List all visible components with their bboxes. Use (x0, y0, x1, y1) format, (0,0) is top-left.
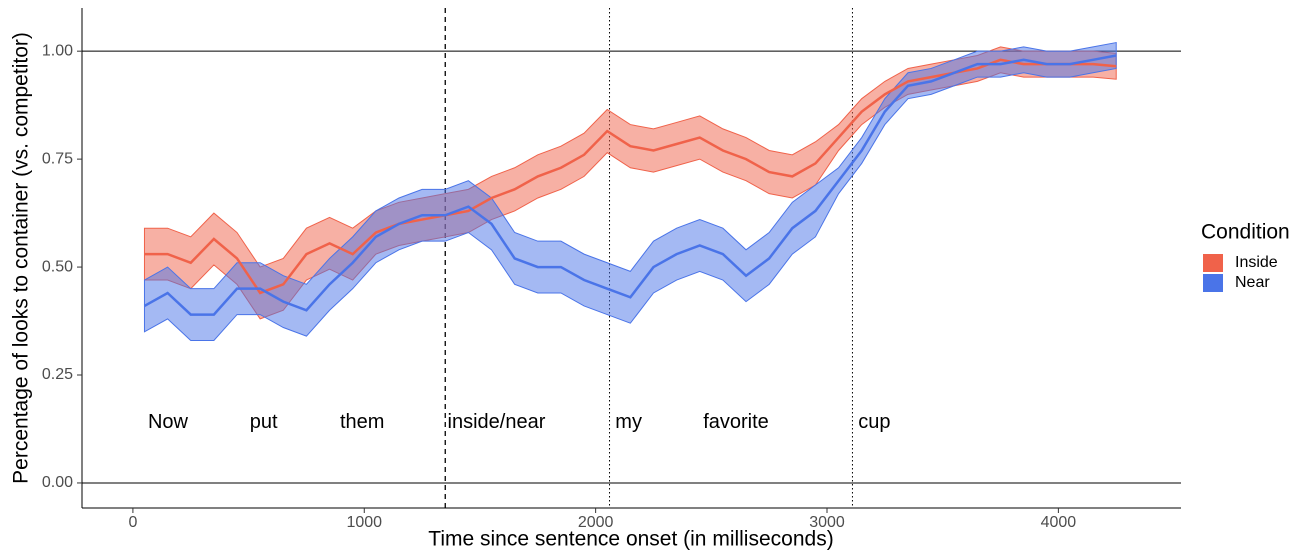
x-tick-label: 1000 (346, 514, 382, 531)
annotation: my (615, 411, 642, 433)
x-tick-label: 0 (128, 514, 137, 531)
y-tick-label: 1.00 (42, 42, 73, 59)
legend-title: Condition (1201, 221, 1290, 244)
legend-label: Inside (1235, 254, 1278, 271)
annotation: favorite (703, 411, 769, 433)
legend-label: Near (1235, 274, 1270, 291)
y-tick-label: 0.25 (42, 366, 73, 383)
annotation: them (340, 411, 384, 433)
annotation: inside/near (448, 411, 546, 433)
y-tick-label: 0.50 (42, 258, 73, 275)
y-tick-label: 0.00 (42, 474, 73, 491)
y-axis-title: Percentage of looks to container (vs. co… (10, 32, 33, 484)
annotation: cup (858, 411, 890, 433)
legend-key (1203, 274, 1223, 292)
mean-line (143, 54, 1117, 316)
x-tick-label: 4000 (1041, 514, 1077, 531)
annotation: put (250, 411, 278, 433)
confidence-band (143, 41, 1117, 341)
x-tick-label: 2000 (578, 514, 614, 531)
annotation: Now (148, 411, 189, 433)
x-tick-label: 3000 (809, 514, 845, 531)
x-axis-title: Time since sentence onset (in millisecon… (428, 528, 833, 551)
y-tick-label: 0.75 (42, 150, 73, 167)
legend-key (1203, 254, 1223, 272)
